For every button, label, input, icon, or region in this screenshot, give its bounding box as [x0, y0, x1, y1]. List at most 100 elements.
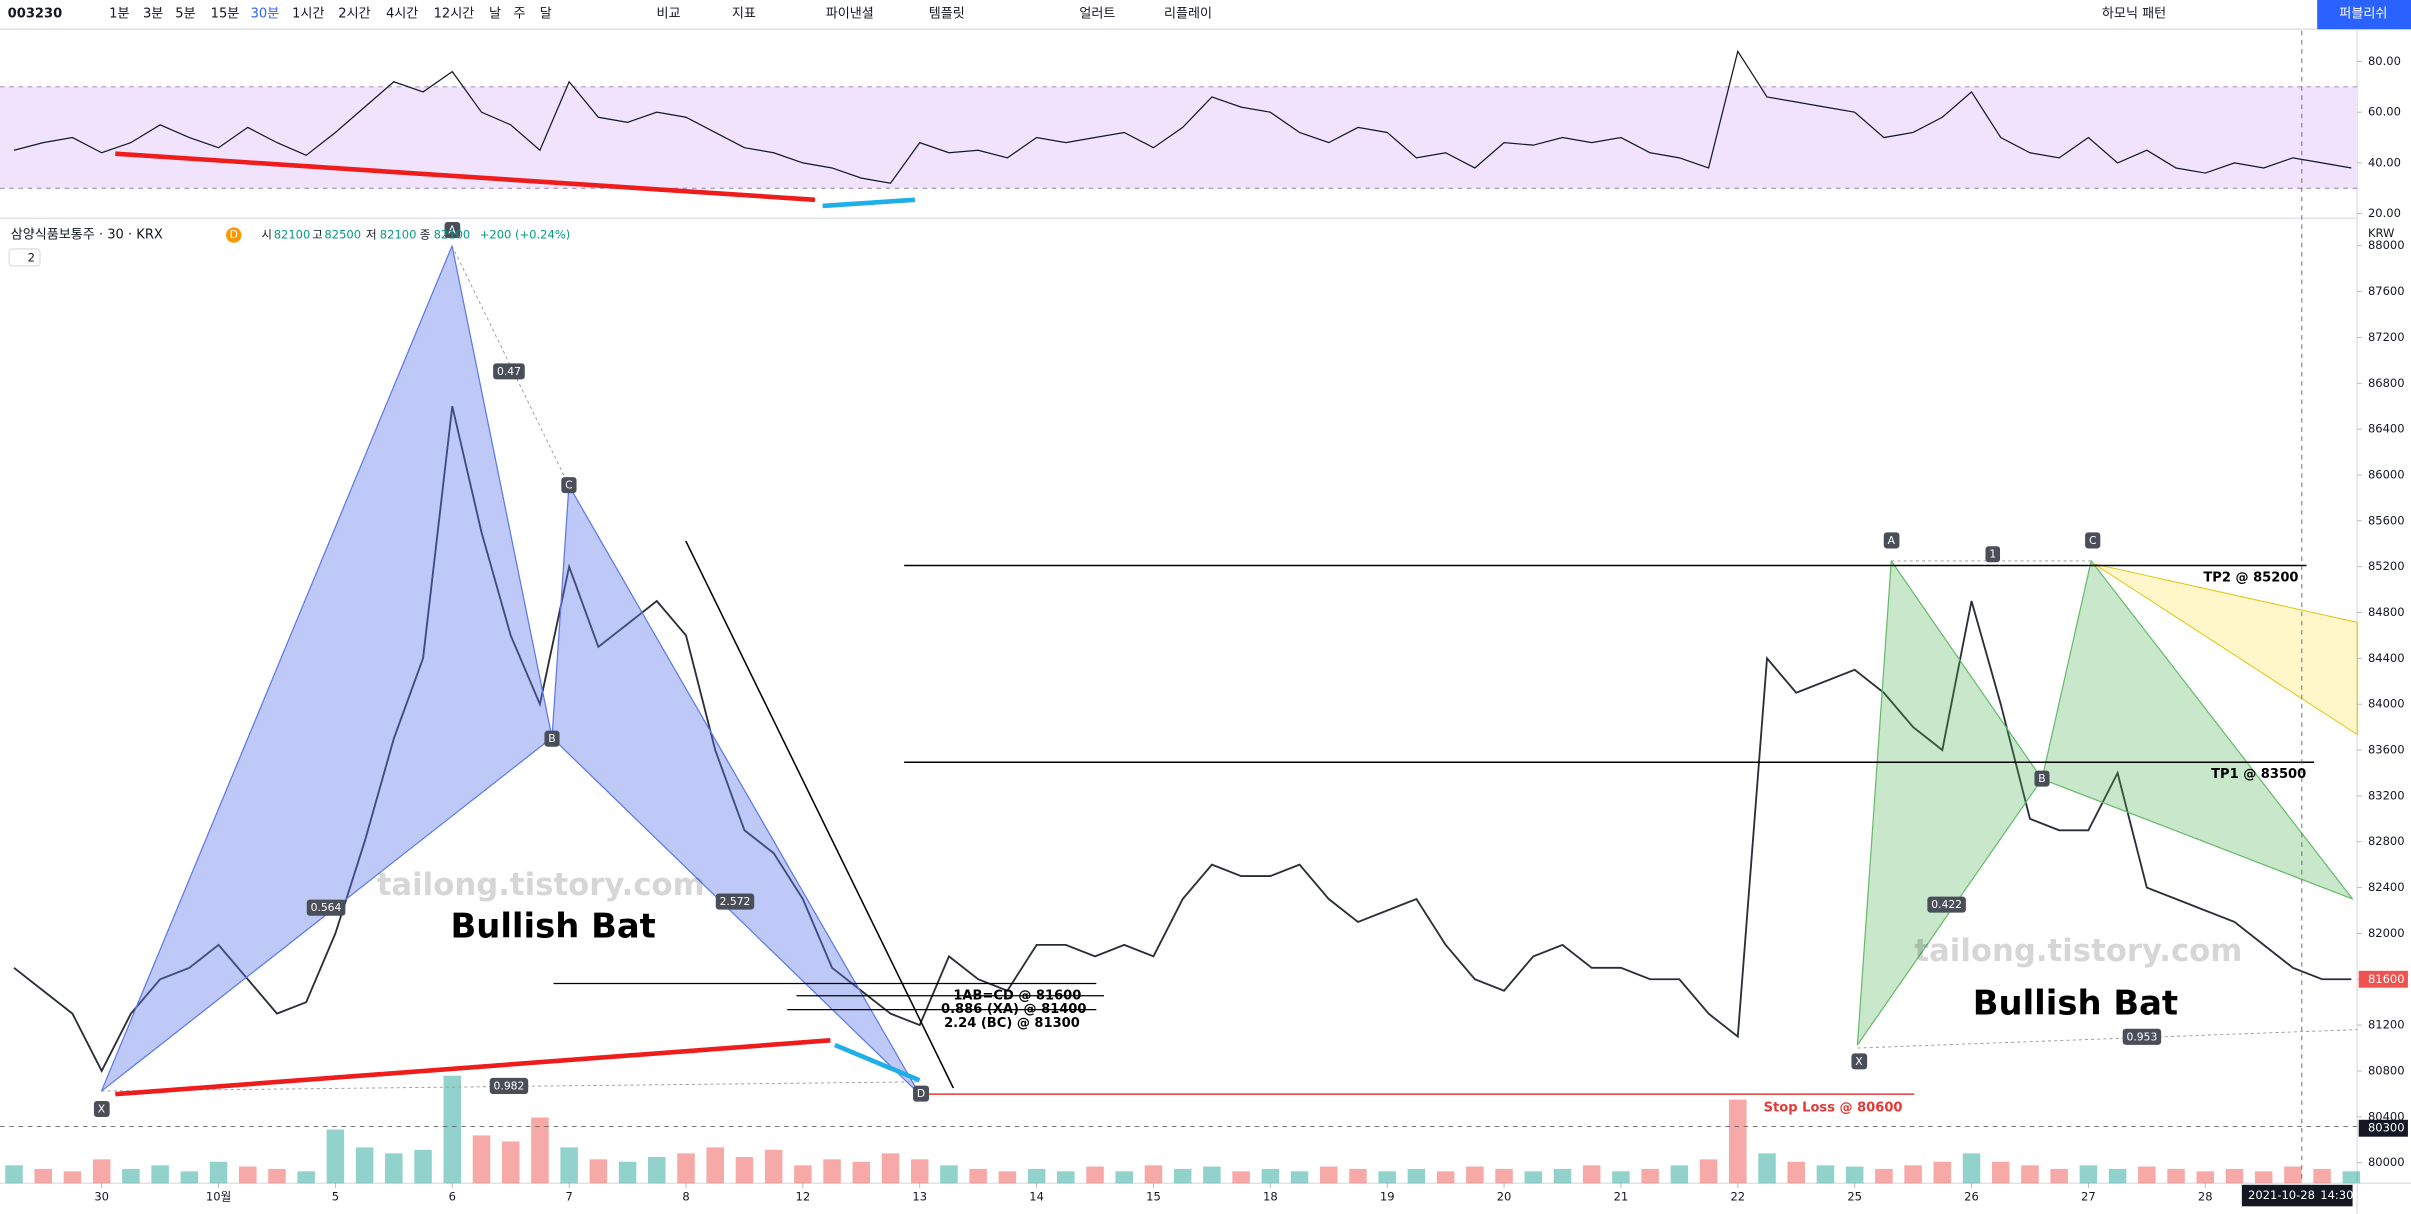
x-tick-label: 20 — [1497, 1190, 1512, 1204]
volume-bar — [1845, 1166, 1864, 1184]
x-tick-label: 18 — [1263, 1190, 1278, 1204]
volume-bar — [1875, 1168, 1893, 1184]
volume-bar — [1319, 1166, 1338, 1184]
volume-bar — [209, 1161, 228, 1184]
volume-bar — [1933, 1161, 1952, 1184]
drawings — [0, 30, 2358, 1184]
toolbar-button[interactable]: 비교 — [657, 6, 681, 21]
drawing-labels: tailong.tistory.com tailong.tistory.com … — [93, 221, 2306, 1118]
publish-button[interactable] — [2317, 0, 2411, 30]
divergence-line — [115, 1038, 831, 1097]
y-tick-label: 81200 — [2368, 1018, 2405, 1032]
toolbar-button[interactable]: 템플릿 — [929, 6, 965, 21]
x-tick-label: 22 — [1730, 1190, 1745, 1204]
y-tick-label: 87600 — [2368, 284, 2405, 298]
volume-bar — [2138, 1166, 2156, 1184]
interval-button[interactable]: 4시간 — [386, 6, 418, 21]
interval-button[interactable]: 3분 — [143, 6, 163, 21]
symbol[interactable]: 003230 — [8, 6, 62, 21]
y-tick-label: 40.00 — [2368, 155, 2401, 169]
interval-button[interactable]: 1시간 — [292, 6, 324, 21]
volume-bar — [735, 1156, 754, 1184]
interval-button[interactable]: 30분 — [251, 6, 280, 21]
interval-button[interactable]: 날 — [489, 6, 501, 21]
volume-bar — [1991, 1161, 2010, 1184]
toolbar: 003230 퍼블리쉬 1분 3분 5분 15분 30분 1시간 2시간 4시간 12시간 날 주 달… — [0, 0, 2411, 30]
interval-button[interactable]: 1분 — [109, 6, 129, 21]
tag-background — [1927, 896, 1966, 913]
volume-bar — [794, 1165, 812, 1184]
x-tick-label: 30 — [94, 1190, 109, 1204]
x-tick-label: 8 — [682, 1190, 689, 1204]
volume-bar — [823, 1159, 841, 1184]
toolbar-button[interactable]: 하모닉 패턴 — [2102, 6, 2166, 21]
legend-field: 저 — [366, 228, 377, 242]
volume-bar — [385, 1153, 403, 1184]
interval-button[interactable]: 2시간 — [338, 6, 370, 21]
ratio-label: 0.422 — [1931, 898, 1962, 911]
volume-bar — [414, 1149, 432, 1184]
interval-button[interactable]: 15분 — [211, 6, 240, 21]
crosshair-time: 14:30 — [2320, 1188, 2353, 1202]
volume-bar — [1027, 1168, 1046, 1184]
y-tick-label: 86400 — [2368, 422, 2405, 436]
price-tag — [2358, 970, 2408, 988]
rsi-band — [0, 86, 2358, 189]
volume-bar — [618, 1161, 637, 1184]
toolbar-button[interactable]: 지표 — [732, 6, 756, 21]
interval-button[interactable]: 5분 — [175, 6, 195, 21]
y-tick-label: 80.00 — [2368, 54, 2401, 68]
publish-label[interactable]: 퍼블리쉬 — [2339, 6, 2387, 21]
y-tick-label: 82000 — [2368, 926, 2405, 940]
volume-bar — [969, 1168, 987, 1184]
y-tick-label: 84000 — [2368, 697, 2405, 711]
volume-bar — [122, 1168, 140, 1184]
volume-bar — [2108, 1168, 2127, 1184]
layers-button[interactable] — [8, 248, 41, 267]
point-label: C — [565, 479, 573, 492]
interval-button[interactable]: 달 — [540, 6, 552, 21]
level-label: TP1 @ 83500 — [2211, 767, 2306, 782]
projection-zone — [2093, 563, 2358, 736]
volume-bar — [1729, 1099, 1747, 1184]
toolbar-button[interactable]: 얼러트 — [1079, 6, 1115, 21]
volume-bar — [2050, 1168, 2068, 1184]
volume-bar — [472, 1135, 491, 1184]
tag-background — [493, 363, 525, 380]
legend-change: +200 (+0.24%) — [480, 228, 571, 242]
tag-background — [2085, 532, 2101, 549]
divergence-line — [115, 151, 816, 203]
toolbar-button[interactable]: 리플레이 — [1164, 6, 1212, 21]
point-label: C — [2089, 534, 2097, 547]
interval-button[interactable]: 주 — [514, 6, 526, 21]
point-label: A — [1888, 534, 1896, 547]
volume-bar — [1816, 1165, 1835, 1184]
volume-bar — [560, 1147, 578, 1184]
point-label: X — [98, 1103, 106, 1116]
series-line — [13, 49, 2352, 184]
volume-bar — [531, 1117, 549, 1184]
currency[interactable]: KRW — [2368, 226, 2395, 240]
volume-bar — [1495, 1168, 1513, 1184]
tag-background — [489, 1077, 529, 1094]
volume-bar — [1086, 1166, 1104, 1184]
y-tick-label: 83600 — [2368, 743, 2405, 757]
volume-bar — [1261, 1168, 1280, 1184]
x-tick-label: 13 — [912, 1190, 927, 1204]
x-tick-label: 7 — [565, 1190, 572, 1204]
volume-bar — [648, 1156, 666, 1184]
interval-button[interactable]: 12시간 — [434, 6, 475, 21]
x-tick-label: 28 — [2198, 1190, 2213, 1204]
layers-count[interactable]: 2 — [28, 251, 35, 265]
legend-value: 82500 — [324, 228, 361, 242]
volume-bar — [1290, 1171, 1309, 1184]
price-pane: 80000 80400 80800 81200 81600 82000 82400 82800… — [5, 238, 2405, 1204]
level-label: 2.24 (BC) @ 81300 — [944, 1016, 1080, 1031]
x-tick-label: 6 — [449, 1190, 456, 1204]
y-tick-label: 82400 — [2368, 880, 2405, 894]
y-tick-label: 85600 — [2368, 513, 2405, 527]
pattern-leg — [551, 484, 921, 1095]
toolbar-button[interactable]: 파이낸셜 — [826, 6, 874, 21]
tag-background — [715, 893, 755, 910]
